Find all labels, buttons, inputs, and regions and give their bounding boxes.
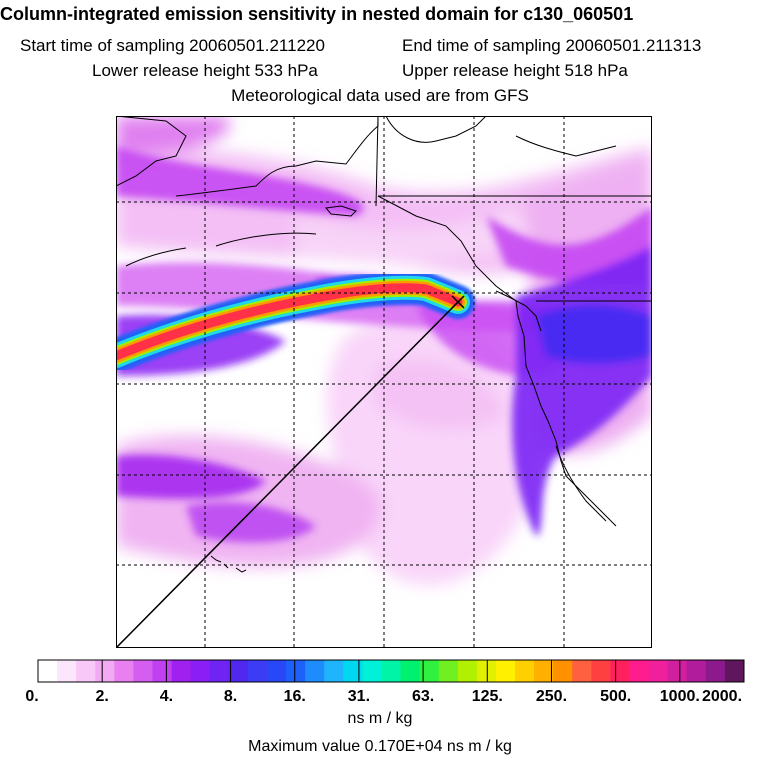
colorbar-cell	[133, 660, 153, 682]
colorbar: 0. 2. 4. 8. 16. 31. 63. 125. 250. 500. 1000. 2000.	[25, 659, 745, 705]
colorbar-cell	[114, 660, 134, 682]
colorbar-cell	[495, 660, 516, 682]
colorbar-cell	[648, 660, 669, 682]
colorbar-cell	[305, 660, 325, 682]
colorbar-cell	[591, 660, 611, 682]
colorbar-cell	[209, 660, 230, 682]
release-point-marker	[451, 295, 465, 309]
colorbar-tick-label: 63.	[412, 688, 434, 705]
colorbar-cell	[152, 660, 173, 682]
colorbar-units: ns m / kg	[347, 710, 413, 727]
colorbar-tick-label: 250.	[536, 688, 567, 705]
colorbar-cell	[534, 660, 554, 682]
colorbar-cell	[629, 660, 650, 682]
map-plot	[116, 116, 652, 648]
colorbar-cell	[686, 660, 707, 682]
colorbar-cell	[247, 660, 268, 682]
colorbar-cell	[457, 660, 478, 682]
colorbar-cell	[572, 660, 592, 682]
colorbar-tick-label: 125.	[472, 688, 503, 705]
colorbar-cell	[76, 660, 96, 682]
colorbar-cell	[438, 660, 459, 682]
colorbar-cell	[381, 660, 402, 682]
colorbar-frame	[37, 659, 745, 683]
colorbar-tick-label: 8.	[224, 688, 237, 705]
colorbar-cell	[667, 660, 688, 682]
end-time-label: End time of sampling 20060501.211313	[402, 36, 702, 55]
colorbar-cell	[324, 660, 344, 682]
colorbar-tick-label: 2000.	[702, 688, 742, 705]
colorbar-cell	[95, 660, 115, 682]
diagonal-line	[116, 301, 459, 648]
upper-release-height-label: Upper release height 518 hPa	[402, 61, 628, 80]
sensitivity-map	[116, 116, 652, 648]
colorbar-tick-label: 4.	[160, 688, 173, 705]
colorbar-cell	[419, 660, 440, 682]
colorbar-cell	[286, 660, 306, 682]
colorbar-cell	[362, 660, 382, 682]
max-value-label: Maximum value 0.170E+04 ns m / kg	[248, 738, 512, 755]
colorbar-cell	[343, 660, 363, 682]
colorbar-tick-label: 16.	[284, 688, 306, 705]
colorbar-cell	[400, 660, 421, 682]
colorbar-tick-label: 500.	[600, 688, 631, 705]
colorbar-tick-label: 0.	[25, 688, 38, 705]
colorbar-cell	[38, 660, 58, 682]
colorbar-cell	[610, 660, 631, 682]
colorbar-cell	[705, 660, 726, 682]
start-time-label: Start time of sampling 20060501.211220	[20, 36, 325, 55]
lower-release-height-label: Lower release height 533 hPa	[92, 61, 318, 80]
met-data-label: Meteorological data used are from GFS	[231, 86, 529, 105]
colorbar-cell	[190, 660, 211, 682]
colorbar-cell	[228, 660, 249, 682]
map-grid	[116, 116, 652, 648]
map-frame	[116, 116, 652, 648]
colorbar-cell	[476, 660, 497, 682]
colorbar-cells	[38, 660, 745, 682]
colorbar-cell	[553, 660, 573, 682]
colorbar-tick-label: 2.	[96, 688, 109, 705]
chart-title: Column-integrated emission sensitivity i…	[0, 4, 634, 24]
coastlines	[116, 116, 652, 573]
colorbar-tick-label: 1000.	[660, 688, 700, 705]
colorbar-tick-label: 31.	[348, 688, 370, 705]
plume	[116, 270, 475, 373]
colorbar-cell	[57, 660, 77, 682]
colorbar-cell	[266, 660, 287, 682]
colorbar-cell	[724, 660, 745, 682]
colorbar-cell	[171, 660, 192, 682]
colorbar-ticks: 0. 2. 4. 8. 16. 31. 63. 125. 250. 500. 1000. 2000.	[25, 660, 745, 705]
colorbar-cell	[515, 660, 535, 682]
